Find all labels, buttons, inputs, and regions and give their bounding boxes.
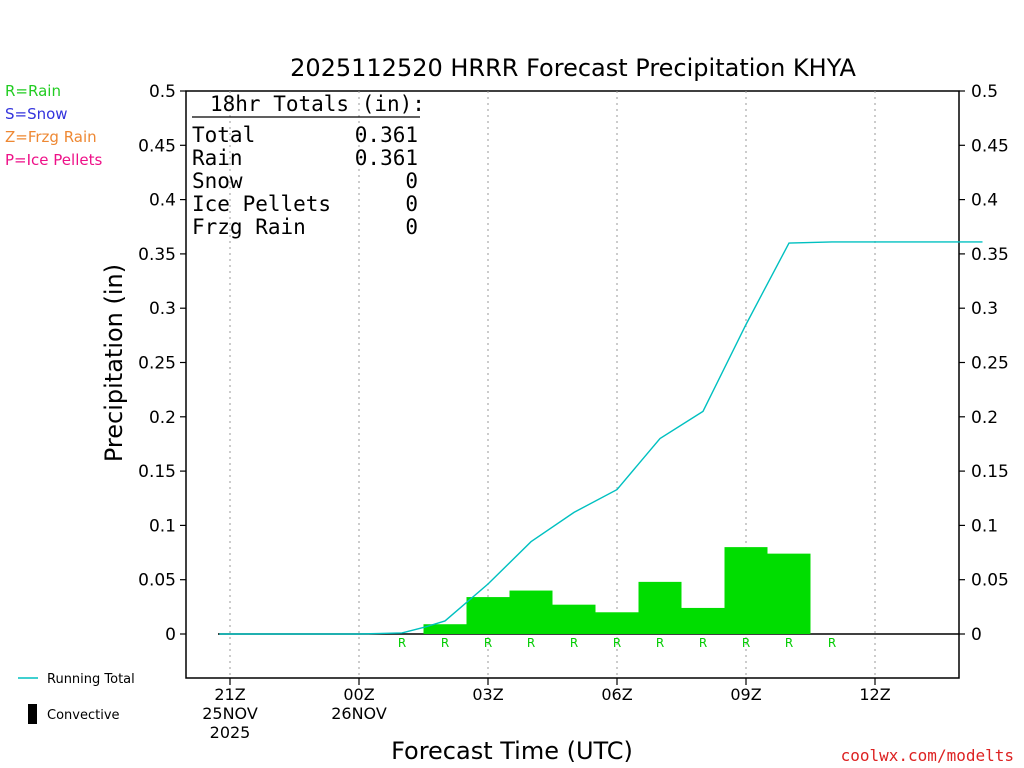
type-legend-item: R=Rain	[5, 82, 61, 100]
y-tick-label-right: 0.4	[971, 191, 998, 211]
running-total-line	[219, 241, 983, 635]
totals-row-value: 0	[405, 192, 418, 216]
precip-type-legend: R=Rain S=Snow Z=Frzg Rain P=Ice Pellets	[5, 82, 102, 169]
legend-bar-swatch	[28, 704, 37, 724]
type-legend-item: P=Ice Pellets	[5, 151, 102, 169]
x-tick-label: 26NOV	[331, 704, 387, 723]
y-tick-label-left: 0.25	[138, 354, 176, 374]
legend-label: Running Total	[47, 672, 135, 687]
totals-box: 18hr Totals (in): Total 0.361 Rain 0.361 Sno…	[192, 92, 425, 239]
precip-type-marker: R	[613, 636, 621, 650]
precip-type-marker: R	[742, 636, 750, 650]
precip-bar	[681, 607, 725, 634]
precip-bar	[724, 547, 768, 634]
y-tick-label-right: 0.5	[971, 82, 998, 102]
plot-frame	[185, 90, 960, 679]
totals-row-value: 0.361	[355, 146, 418, 170]
y-axis-left: 0 0.05 0.1 0.15 0.2 0.25 0.3 0.35 0.4 0.45 0.5	[138, 82, 186, 645]
precip-bar	[423, 624, 467, 634]
x-tick-label: 09Z	[730, 685, 761, 704]
totals-row-label: Total	[192, 123, 255, 147]
precip-bar	[767, 553, 811, 634]
y-tick-label-right: 0.1	[971, 516, 998, 536]
x-tick-label: 12Z	[859, 685, 890, 704]
y-tick-label-left: 0.35	[138, 245, 176, 265]
precip-type-marker: R	[699, 636, 707, 650]
precip-bar	[509, 590, 553, 634]
y-tick-label-right: 0.35	[971, 245, 1009, 265]
type-legend-item: S=Snow	[5, 105, 68, 123]
y-tick-label-left: 0.45	[138, 136, 176, 156]
precip-type-marker: R	[828, 636, 836, 650]
totals-row-value: 0.361	[355, 123, 418, 147]
y-tick-label-right: 0.45	[971, 136, 1009, 156]
vertical-gridlines	[229, 91, 876, 678]
precip-type-marker: R	[656, 636, 664, 650]
y-tick-label-right: 0.05	[971, 571, 1009, 591]
y-tick-label-right: 0.3	[971, 299, 998, 319]
x-tick-label: 25NOV	[202, 704, 258, 723]
y-tick-label-left: 0.2	[149, 408, 176, 428]
x-tick-label: 21Z	[214, 685, 245, 704]
precip-bar	[552, 604, 596, 634]
y-tick-label-left: 0.4	[149, 191, 176, 211]
totals-row-value: 0	[405, 169, 418, 193]
y-tick-label-left: 0.15	[138, 462, 176, 482]
y-tick-label-left: 0.05	[138, 571, 176, 591]
totals-row-label: Ice Pellets	[192, 192, 331, 216]
y-tick-label-left: 0.5	[149, 82, 176, 102]
y-axis-right: 0 0.05 0.1 0.15 0.2 0.25 0.3 0.35 0.4 0.45 0.5	[959, 82, 1009, 645]
precip-type-marker: R	[484, 636, 492, 650]
totals-row-label: Frzg Rain	[192, 215, 306, 239]
precip-bar	[595, 612, 639, 634]
legend-label: Convective	[47, 708, 120, 723]
precip-bar	[466, 597, 510, 634]
y-tick-label-left: 0	[165, 625, 176, 645]
credit-text: coolwx.com/modelts	[841, 746, 1014, 765]
x-axis-label: Forecast Time (UTC)	[391, 737, 633, 765]
y-tick-label-right: 0.15	[971, 462, 1009, 482]
y-tick-label-right: 0	[971, 625, 982, 645]
totals-heading: 18hr Totals (in):	[210, 92, 425, 116]
y-axis-label: Precipitation (in)	[100, 264, 128, 462]
precip-type-marker: R	[570, 636, 578, 650]
precip-type-marker: R	[785, 636, 793, 650]
precip-type-marker: R	[527, 636, 535, 650]
chart-title: 2025112520 HRRR Forecast Precipitation K…	[290, 54, 856, 82]
bottom-legend: Running Total Convective	[18, 672, 135, 724]
x-tick-label: 06Z	[601, 685, 632, 704]
totals-row-value: 0	[405, 215, 418, 239]
y-tick-label-right: 0.2	[971, 408, 998, 428]
totals-row-label: Snow	[192, 169, 243, 193]
y-tick-label-left: 0.3	[149, 299, 176, 319]
totals-row-label: Rain	[192, 146, 243, 170]
precip-type-marker: R	[398, 636, 406, 650]
precip-type-marker: R	[441, 636, 449, 650]
x-tick-label: 2025	[210, 723, 251, 742]
type-legend-item: Z=Frzg Rain	[5, 128, 97, 146]
precip-bar	[638, 581, 682, 634]
y-tick-label-left: 0.1	[149, 516, 176, 536]
y-tick-label-right: 0.25	[971, 354, 1009, 374]
x-tick-label: 00Z	[343, 685, 374, 704]
x-tick-label: 03Z	[472, 685, 503, 704]
precip-bars	[423, 547, 811, 634]
